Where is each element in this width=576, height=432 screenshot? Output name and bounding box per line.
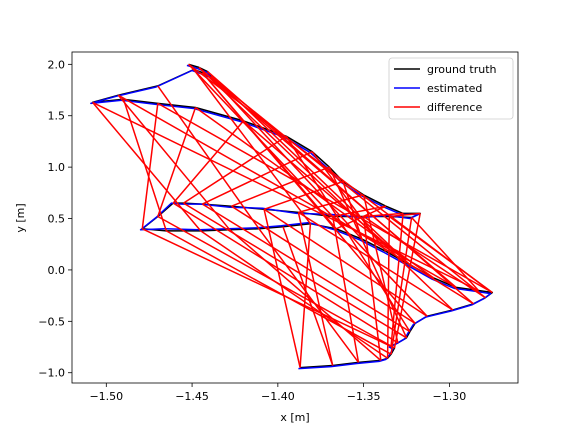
difference-segment (172, 202, 399, 344)
y-tick-label: 1.0 (48, 161, 66, 174)
difference-segment (332, 205, 387, 218)
difference-segment (141, 103, 159, 229)
difference-segment (342, 181, 363, 240)
difference-segment (231, 205, 416, 325)
difference-segment (92, 101, 479, 292)
difference-segment (389, 212, 421, 218)
x-tick-label: −1.35 (347, 390, 381, 403)
x-tick-label: −1.30 (433, 390, 467, 403)
plot-content (90, 63, 494, 370)
y-axis-ticks: −1.0 −0.5 0.0 0.5 1.0 1.5 2.0 (38, 58, 72, 380)
legend-label-ground-truth: ground truth (427, 63, 497, 76)
x-tick-label: −1.50 (89, 390, 123, 403)
difference-segment (202, 151, 313, 205)
difference-segment (390, 217, 413, 355)
difference-segment (263, 209, 301, 368)
difference-segment (183, 135, 287, 204)
difference-segment (188, 63, 428, 317)
x-tick-label: −1.45 (175, 390, 209, 403)
difference-segment (183, 202, 407, 339)
y-tick-label: 0.0 (48, 264, 66, 277)
difference-segment (386, 216, 391, 359)
difference-segment (193, 69, 311, 225)
difference-segment (172, 120, 245, 204)
y-tick-label: 1.5 (48, 110, 66, 123)
difference-segment (388, 215, 493, 294)
y-axis-label: y [m] (14, 203, 27, 232)
difference-segment (198, 66, 454, 311)
legend-label-estimated: estimated (427, 82, 482, 95)
y-tick-label: 0.5 (48, 213, 66, 226)
difference-segment (207, 70, 474, 305)
estimated-line (90, 64, 492, 370)
y-tick-label: −1.0 (38, 367, 65, 380)
y-tick-label: −0.5 (38, 315, 65, 328)
legend: ground truth estimated difference (388, 57, 514, 120)
difference-segment (362, 194, 399, 344)
difference-segment (263, 180, 344, 211)
difference-segment (201, 72, 416, 324)
legend-box (388, 57, 514, 120)
y-tick-label: 2.0 (48, 58, 66, 71)
difference-segment (206, 70, 411, 266)
difference-segment (117, 94, 231, 231)
difference-segment (362, 216, 382, 361)
difference-segment (282, 226, 334, 366)
difference-segment (157, 85, 260, 230)
legend-label-difference: difference (427, 101, 482, 114)
plot-frame (71, 51, 519, 384)
difference-segment (258, 228, 360, 363)
difference-segment (299, 223, 312, 368)
difference-segment (157, 107, 197, 217)
difference-segment (297, 212, 334, 366)
difference-segment (200, 230, 389, 359)
x-tick-label: −1.40 (261, 390, 295, 403)
difference-segment (390, 213, 404, 347)
difference-segment (393, 213, 421, 349)
x-axis-ticks: −1.50 −1.45 −1.40 −1.35 −1.30 (89, 383, 466, 403)
x-axis-label: x [m] (280, 411, 309, 424)
difference-segment (331, 216, 360, 363)
